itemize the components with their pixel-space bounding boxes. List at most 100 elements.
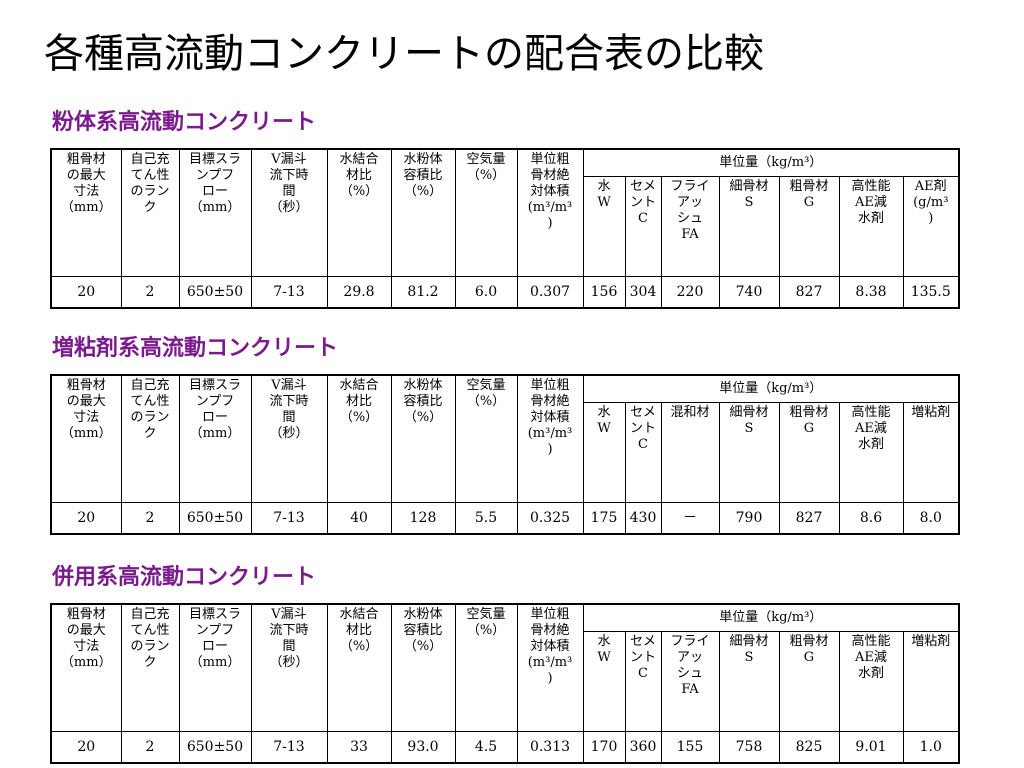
value-air-content: 5.5 — [454, 502, 518, 535]
section-heading-powder: 粉体系高流動コンクリート — [52, 110, 317, 135]
header-text-line: （mm） — [189, 426, 241, 441]
header-self-compacting-rank: 自己充 てん性 のランク — [120, 374, 180, 503]
mix-table-thickener: 粗骨材 の最大 寸法 （mm） 自己充 てん性 のランク目標スラ ンプフ ロー （mm） V漏斗 流下… — [50, 374, 960, 535]
value-unit-cement: 360 — [624, 731, 662, 764]
header-text-line: G — [803, 421, 815, 436]
header-text-line: 間 — [282, 639, 296, 654]
header-unit-fine-aggregate: 細骨材 S — [718, 402, 780, 503]
header-unit-cement: セメ ント C — [624, 402, 662, 503]
header-text-line: FA — [681, 227, 699, 242]
value-unit-extra-agent: 8.0 — [902, 502, 960, 535]
header-water-powder-ratio: 水粉体 容積比 （%） — [390, 603, 456, 732]
header-text-line: 流下時 — [269, 623, 309, 638]
value-self-compacting-rank: 2 — [120, 276, 180, 309]
header-text-line: 材比 — [345, 168, 372, 183]
header-text-line: 骨材絶 — [530, 394, 570, 409]
header-text-line: V漏斗 — [271, 378, 307, 393]
header-text-line: （秒） — [269, 426, 309, 441]
header-text-line: てん性 — [130, 168, 170, 183]
header-unit-quantity-group: 単位量（kg/m³） — [582, 603, 960, 632]
header-text-line: 自己充 — [130, 378, 170, 393]
header-coarse-aggregate-volume: 単位粗 骨材絶 対体積 (m³/m³) — [516, 603, 584, 732]
value-unit-fine-aggregate: 790 — [718, 502, 780, 535]
header-text-line: の最大 — [66, 623, 106, 638]
header-text-line: てん性 — [130, 394, 170, 409]
header-text-line: 骨材絶 — [530, 168, 570, 183]
value-self-compacting-rank: 2 — [120, 731, 180, 764]
header-unit-admixture: フライ アッ シュ FA — [660, 631, 720, 732]
header-target-slump-flow: 目標スラ ンプフ ロー （mm） — [178, 148, 252, 277]
header-text-line: 容積比 — [403, 623, 443, 638]
header-text-line: （%） — [403, 639, 443, 654]
mix-table-combined: 粗骨材 の最大 寸法 （mm） 自己充 てん性 のランク目標スラ ンプフ ロー （mm） V漏斗 流下… — [50, 603, 960, 764]
header-target-slump-flow: 目標スラ ンプフ ロー （mm） — [178, 603, 252, 732]
header-text-line: 水 — [597, 405, 611, 420]
value-unit-superplasticizer: 8.38 — [838, 276, 904, 309]
header-text-line: S — [744, 195, 754, 210]
value-water-binder-ratio: 33 — [326, 731, 392, 764]
table-row: 20 2 650±50 7-13 40 128 5.5 0.325 175 430 － 790 827 8… — [50, 502, 960, 535]
header-text-line: W — [597, 195, 611, 210]
header-text-line: （mm） — [60, 200, 112, 215]
header-text-line: AE減 — [855, 650, 887, 665]
header-text-line: C — [638, 437, 648, 452]
header-text-line: 水粉体 — [403, 378, 443, 393]
section-heading-combined: 併用系高流動コンクリート — [52, 565, 317, 590]
header-text-line: シュ — [676, 211, 703, 226]
value-water-binder-ratio: 29.8 — [326, 276, 392, 309]
header-text-line: ) — [547, 216, 553, 231]
header-text-line: 空気量 — [466, 152, 506, 167]
header-text-line: （%） — [403, 184, 443, 199]
header-text-line: W — [597, 421, 611, 436]
header-text-line: AE減 — [855, 195, 887, 210]
header-text-line: 空気量 — [466, 378, 506, 393]
header-text-line: 水結合 — [339, 607, 379, 622]
header-text-line: 粗骨材 — [789, 634, 829, 649]
header-text-line: 高性能 — [851, 179, 891, 194]
header-text-line: （%） — [339, 410, 379, 425]
header-water-binder-ratio: 水結合 材比 （%） — [326, 603, 392, 732]
header-text-line: S — [744, 650, 754, 665]
header-text-line: 粗骨材 — [789, 179, 829, 194]
header-text-line: ロー — [201, 410, 228, 425]
value-water-powder-ratio: 128 — [390, 502, 456, 535]
header-row: 水 W セメ ント C フライ アッ シュ FA 細骨材 S 粗骨材 G 高性能 AE減 水剤 増粘剤 — [51, 631, 960, 732]
value-air-content: 4.5 — [454, 731, 518, 764]
value-unit-cement: 304 — [624, 276, 662, 309]
value-coarse-aggregate-volume: 0.325 — [516, 502, 584, 535]
value-max-aggregate-size: 20 — [50, 502, 122, 535]
header-text-line: C — [638, 666, 648, 681]
header-text-line: 間 — [282, 184, 296, 199]
header-text-line: ロー — [201, 184, 228, 199]
header-unit-superplasticizer: 高性能 AE減 水剤 — [838, 402, 904, 503]
header-row: 粗骨材 の最大 寸法 （mm） 自己充 てん性 のランク目標スラ ンプフ ロー （mm） V漏斗 流下… — [50, 148, 960, 277]
header-text-line: （秒） — [269, 655, 309, 670]
header-text-line: フライ — [670, 179, 710, 194]
header-unit-coarse-aggregate: 粗骨材 G — [778, 176, 840, 277]
header-text-line: （mm） — [60, 426, 112, 441]
header-text-line: セメ — [630, 179, 656, 194]
header-text-line: 単位粗 — [530, 378, 570, 393]
header-text-line: 増粘剤 — [911, 405, 951, 420]
header-text-line: 目標スラ — [188, 607, 241, 622]
header-unit-superplasticizer: 高性能 AE減 水剤 — [838, 176, 904, 277]
header-text-line: FA — [681, 682, 699, 697]
header-text-line: 粗骨材 — [66, 378, 106, 393]
value-unit-admixture: － — [660, 502, 720, 535]
header-text-line: 単位粗 — [530, 152, 570, 167]
header-text-line: 空気量 — [466, 607, 506, 622]
header-water-powder-ratio: 水粉体 容積比 （%） — [390, 148, 456, 277]
value-v-funnel-time: 7-13 — [250, 731, 328, 764]
header-unit-superplasticizer: 高性能 AE減 水剤 — [838, 631, 904, 732]
header-max-aggregate-size: 粗骨材 の最大 寸法 （mm） — [50, 148, 122, 277]
header-text-line: 目標スラ — [188, 378, 241, 393]
mix-table-powder: 粗骨材 の最大 寸法 （mm） 自己充 てん性 のランク目標スラ ンプフ ロー （mm） V漏斗 流下… — [50, 148, 960, 309]
header-unit-coarse-aggregate: 粗骨材 G — [778, 402, 840, 503]
value-target-slump-flow: 650±50 — [178, 276, 252, 309]
header-text-line: (m³/m³ — [527, 655, 573, 670]
value-unit-water: 156 — [582, 276, 626, 309]
header-text-line: 粗骨材 — [66, 152, 106, 167]
header-text-line: AE剤 — [914, 179, 947, 194]
value-water-powder-ratio: 81.2 — [390, 276, 456, 309]
value-coarse-aggregate-volume: 0.307 — [516, 276, 584, 309]
